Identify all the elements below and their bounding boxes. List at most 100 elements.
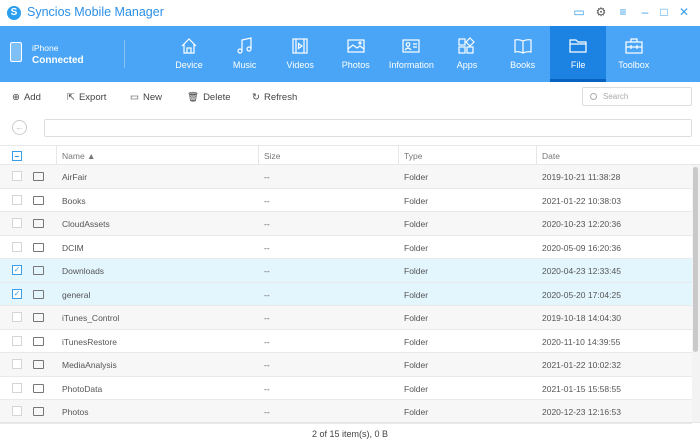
file-name: Downloads — [62, 266, 105, 276]
row-checkbox[interactable]: ✓ — [12, 288, 22, 299]
nav-tab-label: Music — [232, 60, 257, 70]
row-checkbox[interactable] — [12, 335, 22, 346]
folder-icon: ▭ — [130, 92, 139, 103]
nav-tab-music[interactable]: Music — [217, 26, 273, 82]
row-checkbox[interactable] — [12, 359, 22, 369]
file-size: -- — [264, 266, 270, 276]
export-button[interactable]: ⇱ Export — [67, 92, 107, 103]
file-date: 2020-05-09 16:20:36 — [542, 242, 621, 253]
nav-tab-label: Videos — [286, 60, 314, 70]
add-button[interactable]: ⊕ Add — [12, 92, 41, 103]
folder-icon — [33, 383, 44, 393]
file-size: -- — [264, 219, 270, 229]
refresh-button[interactable]: ↻ Refresh — [252, 92, 298, 103]
trash-icon: 🗑 — [187, 92, 200, 103]
export-icon: ⇱ — [67, 92, 75, 103]
file-type: Folder — [404, 172, 429, 182]
row-checkbox[interactable]: ✓ — [12, 265, 22, 275]
gear-icon[interactable]: ⚙ — [595, 5, 607, 19]
file-type: Folder — [404, 360, 429, 370]
file-date: 2019-10-18 14:04:30 — [542, 313, 621, 323]
column-size[interactable]: Size — [264, 151, 281, 161]
search-input[interactable]: Search — [582, 87, 692, 106]
nav-tab-apps[interactable]: Apps — [439, 26, 495, 82]
file-size: -- — [264, 289, 270, 300]
file-date: 2020-05-20 17:04:25 — [542, 289, 621, 300]
table-row[interactable]: Books -- Folder 2021-01-22 10:38:03 — [0, 189, 692, 212]
scrollbar-thumb[interactable] — [693, 167, 698, 352]
file-name: general — [62, 289, 91, 300]
folder-icon — [33, 195, 44, 205]
column-name[interactable]: Name ▲ — [62, 151, 96, 161]
row-checkbox[interactable] — [12, 406, 22, 416]
file-list: AirFair -- Folder 2019-10-21 11:38:28 Books -… — [0, 165, 692, 424]
table-row[interactable]: DCIM -- Folder 2020-05-09 16:20:36 — [0, 236, 692, 259]
file-size: -- — [264, 336, 270, 347]
feedback-icon[interactable]: ▭ — [573, 5, 585, 19]
row-checkbox[interactable] — [12, 312, 22, 322]
nav-tab-label: Toolbox — [618, 60, 650, 70]
file-type: Folder — [404, 407, 429, 417]
table-row[interactable]: AirFair -- Folder 2019-10-21 11:38:28 — [0, 165, 692, 189]
toolbar: ⊕ Add ⇱ Export ▭ New 🗑 Delete ↻ Refresh — [0, 82, 700, 112]
file-type: Folder — [404, 336, 429, 347]
minimize-icon[interactable]: – — [641, 5, 649, 19]
divider — [124, 40, 125, 68]
table-row[interactable]: CloudAssets -- Folder 2020-10-23 12:20:36 — [0, 212, 692, 236]
nav-tab-label: File — [570, 60, 586, 70]
table-row[interactable]: Photos -- Folder 2020-12-23 12:16:53 — [0, 400, 692, 424]
main-nav: iPhone Connected Device Music Videos Photos… — [0, 26, 700, 82]
row-checkbox[interactable] — [12, 194, 22, 205]
new-folder-button[interactable]: ▭ New — [130, 92, 162, 103]
file-date: 2020-10-23 12:20:36 — [542, 219, 621, 229]
column-type[interactable]: Type — [404, 151, 423, 161]
delete-button[interactable]: 🗑 Delete — [187, 92, 231, 103]
status-bar: 2 of 15 item(s), 0 B — [0, 422, 700, 446]
file-type: Folder — [404, 242, 429, 253]
row-checkbox[interactable] — [12, 241, 22, 252]
table-row[interactable]: iTunesRestore -- Folder 2020-11-10 14:39:55 — [0, 330, 692, 353]
nav-tab-label: Device — [175, 60, 203, 70]
file-name: PhotoData — [62, 383, 103, 394]
back-button[interactable]: ← — [12, 120, 27, 135]
file-name: DCIM — [62, 242, 84, 253]
toolbox-icon — [625, 38, 643, 54]
row-checkbox[interactable] — [12, 171, 22, 181]
nav-tab-label: Photos — [341, 60, 370, 70]
maximize-icon[interactable]: □ — [660, 5, 668, 19]
table-row[interactable]: ✓ Downloads -- Folder 2020-04-23 12:33:45 — [0, 259, 692, 283]
file-type: Folder — [404, 219, 429, 229]
device-name: iPhone — [32, 43, 59, 53]
row-checkbox[interactable] — [12, 382, 22, 393]
file-date: 2021-01-15 15:58:55 — [542, 383, 621, 394]
menu-icon[interactable]: ≡ — [619, 5, 627, 19]
nav-tab-videos[interactable]: Videos — [272, 26, 328, 82]
select-all-checkbox[interactable] — [12, 151, 22, 161]
nav-tab-file[interactable]: File — [550, 26, 607, 82]
scrollbar[interactable] — [692, 165, 700, 422]
folder-icon — [569, 39, 587, 53]
file-type: Folder — [404, 195, 429, 206]
table-row[interactable]: iTunes_Control -- Folder 2019-10-18 14:04:3… — [0, 306, 692, 330]
plus-circle-icon: ⊕ — [12, 92, 20, 103]
apps-icon — [458, 37, 475, 54]
nav-tab-toolbox[interactable]: Toolbox — [606, 26, 662, 82]
table-row[interactable]: PhotoData -- Folder 2021-01-15 15:58:55 — [0, 377, 692, 400]
table-row[interactable]: MediaAnalysis -- Folder 2021-01-22 10:02:32 — [0, 353, 692, 377]
file-type: Folder — [404, 313, 429, 323]
nav-tab-books[interactable]: Books — [495, 26, 551, 82]
file-size: -- — [264, 195, 270, 206]
nav-tab-information[interactable]: Information — [383, 26, 439, 82]
path-field[interactable] — [44, 119, 692, 137]
folder-icon — [33, 289, 44, 299]
nav-tab-label: Information — [388, 60, 434, 70]
column-date[interactable]: Date — [542, 151, 560, 161]
close-icon[interactable]: ✕ — [678, 5, 690, 19]
nav-tab-device[interactable]: Device — [161, 26, 217, 82]
folder-icon — [33, 360, 44, 369]
table-header: Name ▲ Size Type Date — [0, 145, 700, 166]
nav-tab-photos[interactable]: Photos — [328, 26, 384, 82]
file-date: 2021-01-22 10:38:03 — [542, 195, 621, 206]
table-row[interactable]: ✓ general -- Folder 2020-05-20 17:04:25 — [0, 282, 692, 306]
row-checkbox[interactable] — [12, 218, 22, 228]
